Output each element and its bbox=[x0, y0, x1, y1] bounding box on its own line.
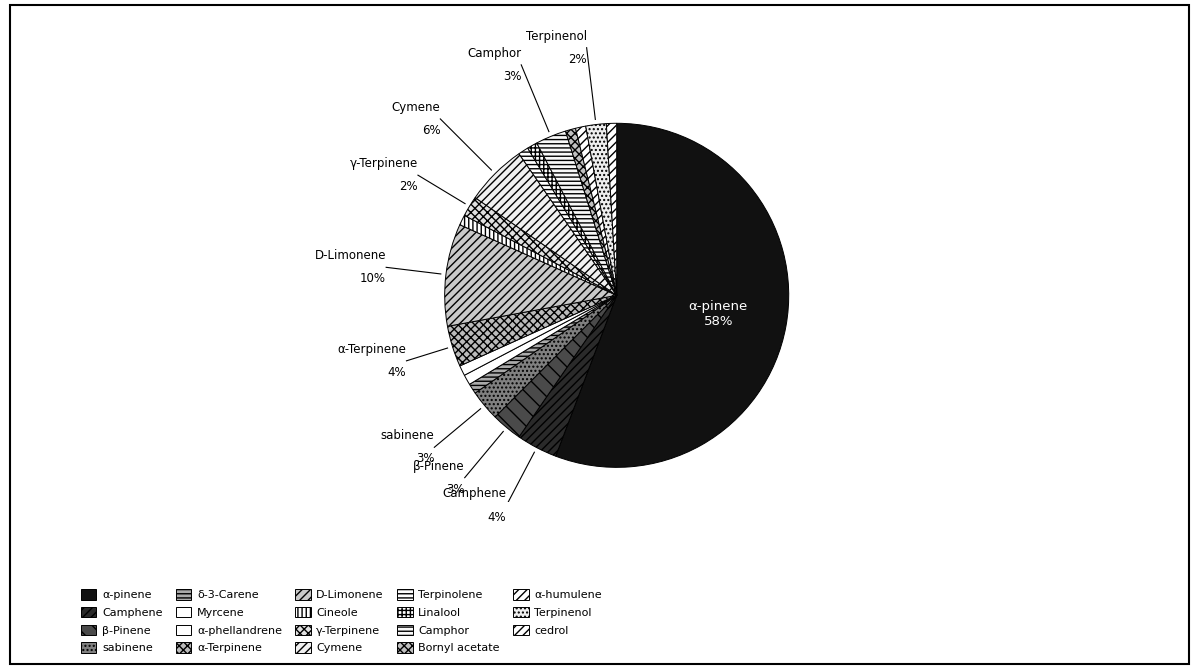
Wedge shape bbox=[445, 225, 616, 326]
Text: D-Limonene: D-Limonene bbox=[314, 249, 386, 262]
Text: α-Terpinene: α-Terpinene bbox=[338, 343, 406, 356]
Text: 2%: 2% bbox=[568, 53, 586, 66]
Text: α-pinene
58%: α-pinene 58% bbox=[688, 300, 748, 328]
Text: sabinene: sabinene bbox=[380, 429, 434, 442]
Text: Cymene: Cymene bbox=[392, 101, 440, 114]
Wedge shape bbox=[495, 295, 616, 437]
Wedge shape bbox=[576, 126, 616, 295]
Text: Camphor: Camphor bbox=[468, 47, 522, 60]
Text: 4%: 4% bbox=[387, 366, 406, 379]
Text: 3%: 3% bbox=[416, 452, 434, 466]
Wedge shape bbox=[460, 295, 616, 375]
Wedge shape bbox=[447, 295, 616, 366]
Text: 3%: 3% bbox=[446, 483, 465, 496]
Wedge shape bbox=[460, 215, 616, 295]
Wedge shape bbox=[475, 154, 616, 295]
Text: 6%: 6% bbox=[422, 124, 440, 137]
Wedge shape bbox=[470, 295, 616, 393]
Text: Camphene: Camphene bbox=[442, 487, 506, 500]
Wedge shape bbox=[537, 131, 616, 295]
Wedge shape bbox=[555, 123, 789, 468]
Text: γ-Terpinene: γ-Terpinene bbox=[350, 157, 418, 170]
Wedge shape bbox=[464, 197, 616, 295]
Text: 2%: 2% bbox=[399, 181, 418, 193]
Wedge shape bbox=[464, 295, 616, 384]
Legend: α-pinene, Camphene, β-Pinene, sabinene, δ-3-Carene, Myrcene, α-phellandrene, α-T: α-pinene, Camphene, β-Pinene, sabinene, … bbox=[78, 585, 605, 657]
Wedge shape bbox=[585, 124, 616, 295]
Wedge shape bbox=[519, 148, 616, 295]
Text: Terpinenol: Terpinenol bbox=[525, 29, 586, 43]
Wedge shape bbox=[519, 295, 616, 456]
Text: β-Pinene: β-Pinene bbox=[414, 460, 465, 472]
Wedge shape bbox=[566, 128, 616, 295]
Text: 3%: 3% bbox=[502, 70, 522, 83]
Text: 4%: 4% bbox=[488, 510, 506, 524]
Wedge shape bbox=[475, 295, 616, 417]
Wedge shape bbox=[528, 143, 616, 295]
Text: 10%: 10% bbox=[360, 272, 386, 286]
Wedge shape bbox=[607, 123, 616, 295]
